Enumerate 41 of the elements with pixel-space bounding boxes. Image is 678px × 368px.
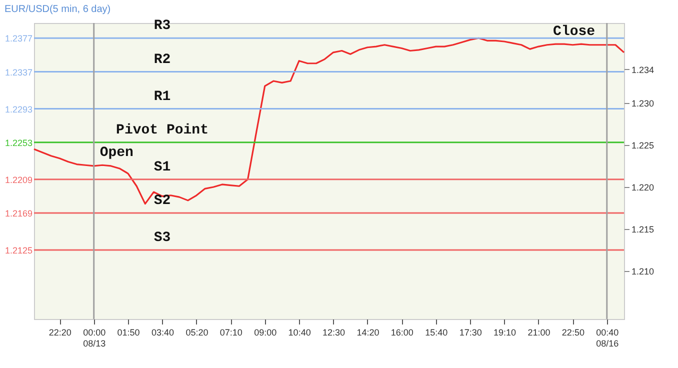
x-tick-label: 09:00 <box>254 328 277 338</box>
y2-tick-label: 1.215 <box>632 224 654 235</box>
x-tick-label: 19:10 <box>494 328 516 338</box>
x-tick-label: 21:00 <box>528 328 550 338</box>
x-tick-label: 00:00 08/13 <box>83 328 106 348</box>
x-tick-label: 15:40 <box>425 328 448 338</box>
x-tick-label: 03:40 <box>151 328 174 338</box>
x-tick-label: 12:30 <box>322 328 346 338</box>
y2-tick-label: 1.220 <box>632 182 654 192</box>
line-series <box>33 37 625 205</box>
annotation: Close <box>553 24 596 40</box>
x-tick-label: 10:40 <box>288 328 311 338</box>
y2-tick-label: 1.230 <box>632 98 654 108</box>
ref-line-label: R1 <box>154 88 171 105</box>
ref-line-label: R3 <box>154 18 171 34</box>
y-tick-label: 1.2253 <box>4 138 32 148</box>
x-tick-label: 00:40 08/16 <box>596 328 619 348</box>
chart-title: EUR/USD(5 min, 6 day) <box>4 4 111 16</box>
y2-tick-label: 1.225 <box>632 140 654 150</box>
ref-line-label: Pivot Point <box>116 122 208 138</box>
y-tick-label: 1.2209 <box>4 174 32 185</box>
x-tick-label: 17:30 <box>459 328 482 338</box>
x-tick-label: 14:20 <box>356 328 380 338</box>
y-tick-label: 1.2377 <box>4 34 32 44</box>
ref-line-label: S1 <box>154 159 171 176</box>
y-tick-label: 1.2169 <box>4 208 32 219</box>
x-tick-label: 22:20 <box>48 328 72 338</box>
annotation: Open <box>100 144 134 161</box>
x-tick-label: 01:50 <box>117 328 140 338</box>
ref-line-label: S2 <box>154 193 171 210</box>
x-tick-label: 07:10 <box>220 328 242 338</box>
y-tick-label: 1.2293 <box>4 104 32 114</box>
x-tick-label: 22:50 <box>562 328 584 338</box>
y2-tick-label: 1.210 <box>632 266 654 277</box>
y2-tick-label: 1.234 <box>632 64 654 75</box>
y-tick-label: 1.2337 <box>4 67 32 78</box>
ref-line-label: R2 <box>154 52 171 68</box>
x-tick-label: 05:20 <box>186 328 208 338</box>
ref-line-label: S3 <box>154 230 171 246</box>
x-tick-label: 16:00 <box>390 328 414 338</box>
y-tick-label: 1.2125 <box>4 246 32 256</box>
